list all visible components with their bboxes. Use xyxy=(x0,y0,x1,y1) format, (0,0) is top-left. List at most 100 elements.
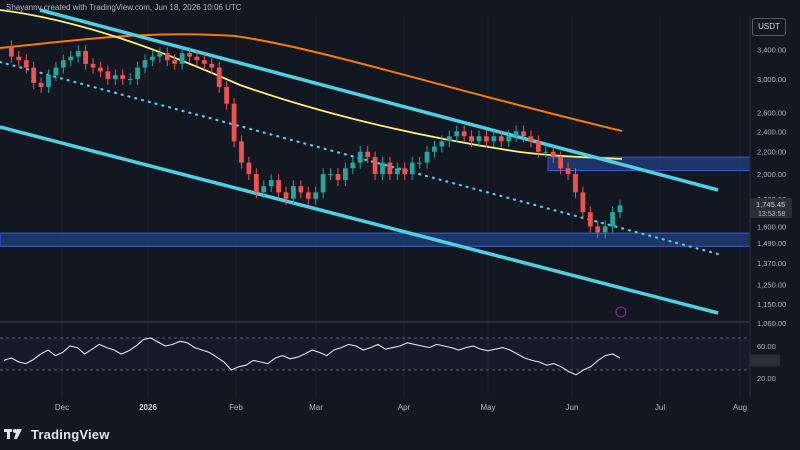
candle xyxy=(298,186,304,193)
candle xyxy=(239,141,244,163)
candle xyxy=(157,53,163,57)
rsi-line xyxy=(3,337,621,376)
candle xyxy=(550,151,556,158)
candle xyxy=(105,71,111,79)
candle xyxy=(209,63,215,68)
candle xyxy=(484,136,489,142)
candle xyxy=(216,67,222,87)
candle xyxy=(68,56,74,61)
price-tick-label: 3,400.00 xyxy=(757,46,786,55)
lightning-icon xyxy=(615,306,627,318)
candle xyxy=(83,51,89,64)
candle xyxy=(521,131,526,137)
rsi-current-box xyxy=(750,354,780,367)
candle xyxy=(194,56,200,61)
candle xyxy=(595,226,601,233)
candle xyxy=(587,212,593,227)
candle xyxy=(380,162,385,175)
candle xyxy=(75,51,81,57)
candle xyxy=(573,174,578,193)
support-zone xyxy=(0,232,751,247)
moving-averages xyxy=(0,9,623,160)
candle xyxy=(432,146,437,152)
time-tick-label: 2026 xyxy=(139,403,157,412)
candle xyxy=(201,60,207,64)
price-tick-label: 2,600.00 xyxy=(757,109,786,118)
chart-marks xyxy=(0,306,750,323)
candle xyxy=(112,75,118,79)
candle xyxy=(461,131,467,137)
candle xyxy=(543,151,549,153)
candle xyxy=(439,141,445,147)
candle xyxy=(268,180,274,187)
time-tick-label: Aug xyxy=(733,403,747,412)
candle xyxy=(305,192,311,199)
candle xyxy=(16,56,22,61)
candle xyxy=(372,157,378,175)
candle xyxy=(172,60,178,64)
price-tick-label: 1,490.00 xyxy=(757,239,786,248)
rsi-tick-label: 20.00 xyxy=(757,374,776,383)
candle xyxy=(135,67,140,79)
candle xyxy=(498,136,504,142)
candle xyxy=(98,67,103,72)
candle xyxy=(53,67,59,76)
time-tick-label: Jun xyxy=(566,403,579,412)
time-tick-label: May xyxy=(480,403,495,412)
candle xyxy=(617,205,623,213)
candle xyxy=(46,75,51,87)
candle xyxy=(261,186,267,193)
candle xyxy=(224,86,230,104)
tradingview-logo-icon xyxy=(4,429,22,439)
candle xyxy=(580,192,586,213)
price-tick-label: 2,200.00 xyxy=(757,148,786,157)
candle xyxy=(291,186,296,199)
candle xyxy=(469,136,474,142)
candle xyxy=(394,168,400,175)
candle xyxy=(246,162,252,175)
candle xyxy=(60,60,66,68)
candle xyxy=(283,192,289,199)
brand-name: TradingView xyxy=(31,426,110,442)
candle xyxy=(417,162,423,164)
candle xyxy=(328,174,333,176)
candle xyxy=(365,151,371,158)
candle xyxy=(491,136,497,142)
candle xyxy=(454,131,460,137)
candle xyxy=(602,226,608,233)
price-axis: 3,400.00 3,000.00 2,600.00 2,400.00 2,200.00… xyxy=(749,16,792,398)
candle xyxy=(253,174,259,193)
candle xyxy=(409,162,415,175)
price-tick-label: 1,250.00 xyxy=(757,280,786,289)
candle xyxy=(424,151,430,163)
price-tick-label: 1,600.00 xyxy=(757,222,786,231)
price-tick-label: 3,000.00 xyxy=(757,75,786,84)
candle xyxy=(187,53,192,57)
resistance-zone xyxy=(547,156,751,172)
time-tick-label: Mar xyxy=(309,403,323,412)
candle xyxy=(335,174,341,181)
candle xyxy=(31,67,37,83)
candle xyxy=(342,168,348,181)
yellow-ma-line xyxy=(0,9,623,160)
candle xyxy=(23,60,29,68)
candle xyxy=(558,157,564,169)
currency-label[interactable]: USDT xyxy=(752,18,786,36)
last-price-box xyxy=(750,198,792,219)
candle xyxy=(506,136,512,142)
rsi-tick-label: 60.00 xyxy=(757,342,776,351)
candle xyxy=(9,46,14,57)
last-price-value: 1,745.45 xyxy=(756,200,785,209)
candle xyxy=(535,141,541,152)
candle xyxy=(127,79,133,80)
price-tick-label: 2,400.00 xyxy=(757,127,786,136)
candle xyxy=(150,56,155,61)
chart-credit: Shayannv created with TradingView.com, J… xyxy=(6,3,242,12)
time-tick-label: Apr xyxy=(398,403,411,412)
time-tick-label: Jul xyxy=(655,403,665,412)
candle xyxy=(320,174,326,193)
candle xyxy=(387,162,393,175)
last-price-countdown: 13:53:58 xyxy=(758,211,785,218)
